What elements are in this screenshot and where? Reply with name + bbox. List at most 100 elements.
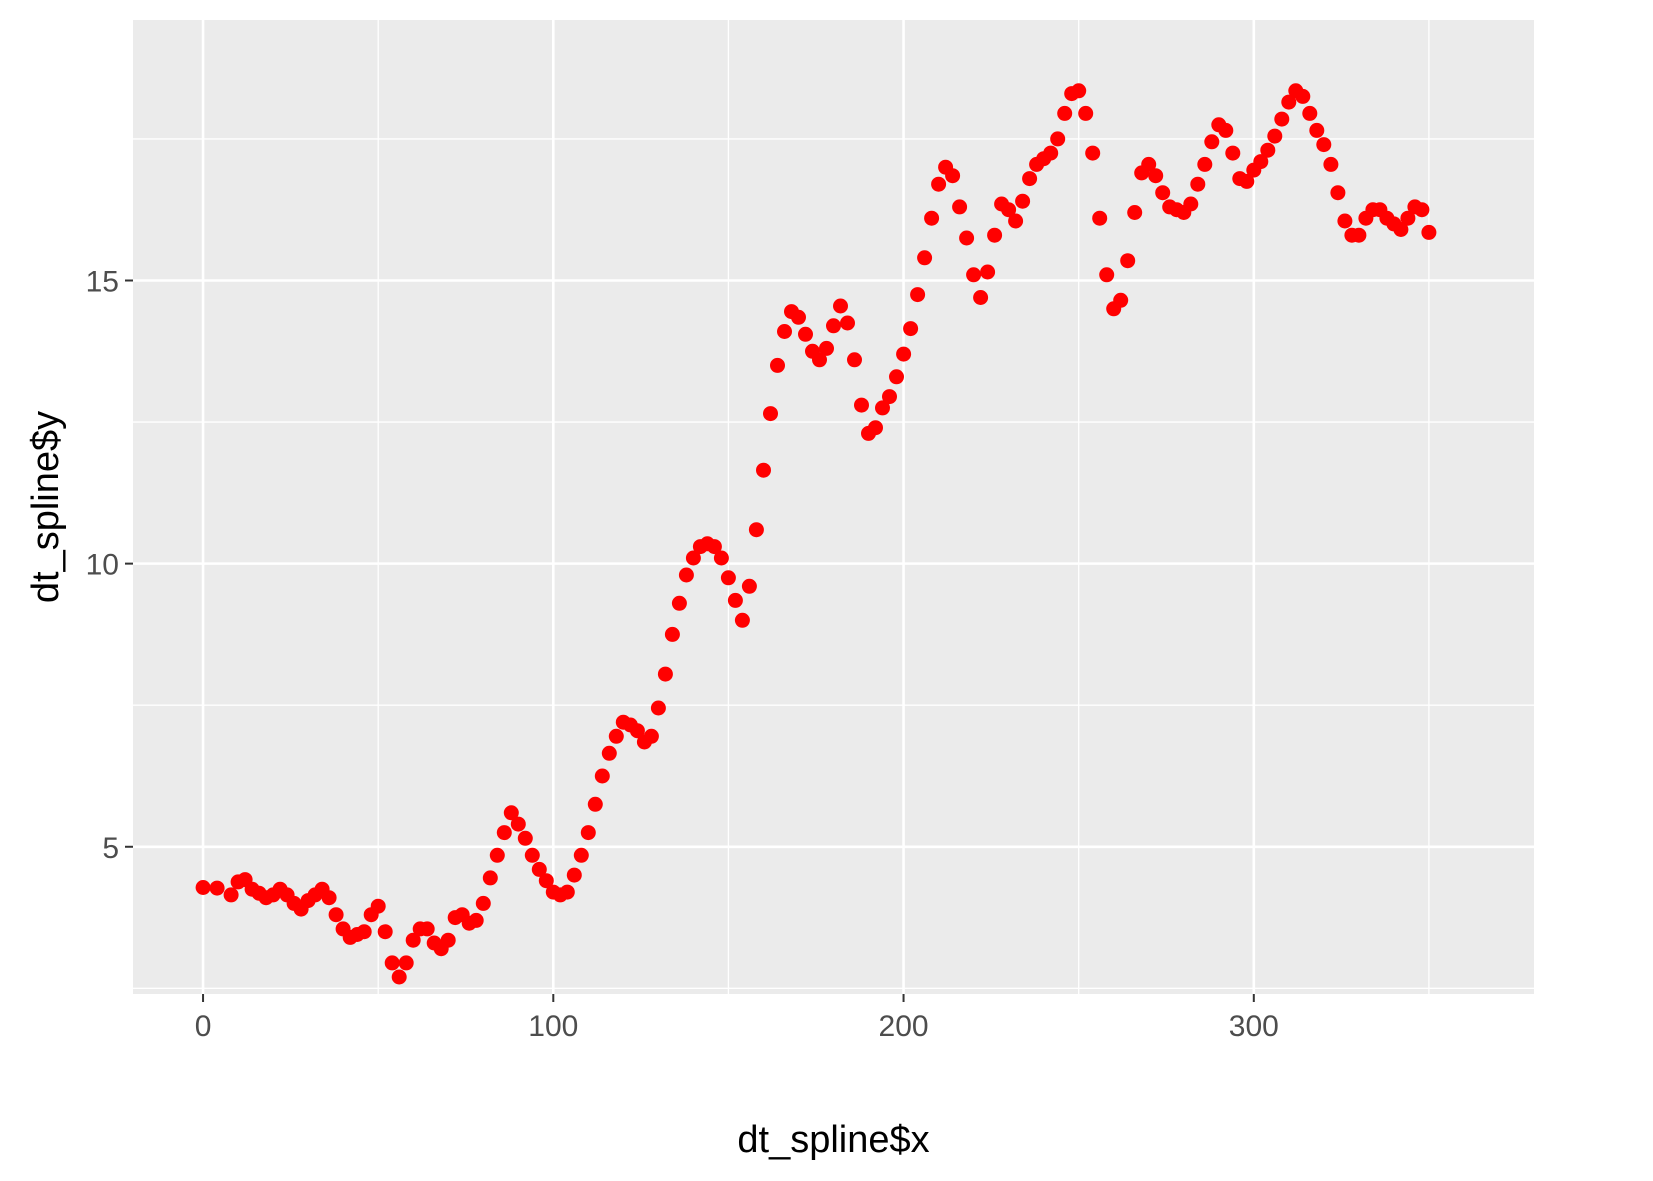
data-point: [468, 912, 484, 928]
data-point: [910, 287, 926, 303]
data-point: [328, 907, 344, 923]
data-point: [1393, 222, 1409, 237]
data-point: [1421, 224, 1437, 240]
data-point: [629, 723, 645, 739]
data-point: [777, 324, 792, 339]
data-point: [854, 397, 869, 413]
data-point: [664, 626, 680, 642]
data-point: [1120, 253, 1136, 269]
data-point: [538, 873, 554, 889]
data-point: [510, 816, 526, 832]
x-tick-label: 100: [528, 1010, 578, 1043]
data-point: [1190, 176, 1206, 192]
data-point: [1267, 128, 1283, 144]
x-tick-label: 300: [1229, 1010, 1279, 1043]
data-point: [713, 550, 729, 566]
data-point: [952, 199, 968, 215]
major-gridlines: [133, 20, 1534, 994]
data-point: [1302, 105, 1318, 121]
data-point: [734, 612, 750, 628]
y-axis-ticks: 5 10 15: [86, 265, 133, 865]
data-point: [889, 369, 904, 385]
data-point: [1141, 156, 1157, 172]
data-point: [475, 895, 491, 911]
data-point: [1309, 122, 1325, 138]
data-point: [1085, 145, 1101, 161]
data-point: [706, 539, 722, 555]
data-point: [685, 550, 701, 566]
data-point: [384, 955, 400, 971]
data-point: [1008, 213, 1024, 229]
data-point: [650, 700, 666, 716]
data-point: [1099, 267, 1115, 283]
data-point: [1330, 185, 1346, 201]
data-point: [440, 932, 456, 948]
x-axis-title: dt_spline$x: [737, 1119, 929, 1161]
data-point: [643, 728, 659, 744]
data-point: [875, 400, 890, 416]
data-point: [482, 870, 498, 886]
data-point: [763, 406, 778, 422]
data-point: [819, 340, 834, 356]
data-point: [1183, 196, 1199, 212]
data-point: [580, 825, 596, 841]
data-point: [377, 924, 393, 940]
data-point: [945, 168, 961, 184]
data-point: [1001, 202, 1017, 218]
data-point: [489, 847, 505, 863]
data-point: [496, 825, 512, 841]
data-point: [1197, 156, 1213, 172]
data-point: [503, 805, 519, 821]
data-point: [398, 955, 414, 971]
data-point: [1337, 213, 1353, 229]
data-point: [1218, 122, 1234, 138]
data-point: [1414, 202, 1430, 218]
data-point: [559, 884, 575, 900]
data-point: [748, 522, 764, 538]
data-point: [524, 847, 540, 863]
data-point: [608, 728, 624, 744]
data-point: [756, 462, 771, 478]
y-tick-label: 15: [86, 265, 119, 298]
minor-gridlines: [133, 20, 1534, 994]
data-point: [924, 210, 940, 226]
data-point: [1204, 134, 1220, 150]
data-point: [791, 309, 806, 325]
data-point: [1050, 131, 1066, 147]
data-point: [966, 267, 982, 283]
data-point: [847, 352, 862, 368]
data-point: [601, 745, 617, 761]
x-tick-label: 200: [879, 1010, 929, 1043]
data-point: [1295, 88, 1311, 104]
data-point: [882, 389, 897, 405]
data-point: [1260, 142, 1276, 158]
data-point: [405, 932, 421, 948]
data-point: [1092, 210, 1108, 226]
data-point: [1351, 227, 1367, 243]
data-point: [573, 847, 589, 863]
data-point: [1148, 168, 1164, 184]
plot-panel: [133, 20, 1534, 994]
data-points: [195, 83, 1437, 985]
data-point: [1323, 156, 1339, 172]
data-point: [840, 315, 855, 331]
data-point: [517, 830, 533, 846]
data-point: [826, 318, 841, 334]
data-point: [391, 969, 407, 985]
data-point: [566, 867, 582, 883]
data-point: [531, 861, 547, 877]
data-point: [1400, 210, 1416, 226]
data-point: [1127, 205, 1143, 220]
data-point: [1022, 171, 1038, 187]
data-point: [720, 570, 736, 586]
data-point: [370, 898, 386, 914]
data-point: [1057, 105, 1073, 121]
data-point: [678, 567, 694, 583]
data-point: [209, 880, 225, 896]
data-point: [1071, 83, 1087, 99]
data-point: [671, 595, 687, 611]
data-point: [1225, 145, 1241, 161]
data-point: [1015, 193, 1031, 209]
data-point: [741, 578, 757, 594]
data-point: [1281, 94, 1297, 110]
